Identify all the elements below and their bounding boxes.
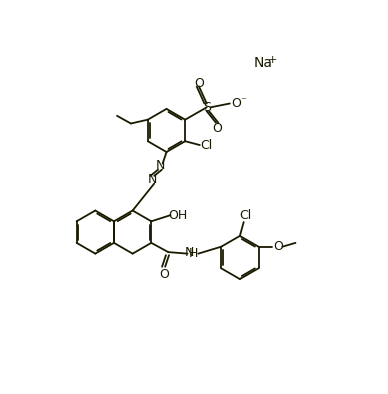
Text: Na: Na [253, 56, 272, 70]
Text: O: O [231, 97, 241, 110]
Text: S: S [203, 101, 211, 114]
Text: +: + [268, 56, 277, 65]
Text: H: H [189, 247, 198, 260]
Text: N: N [148, 173, 158, 186]
Text: N: N [184, 246, 194, 259]
Text: OH: OH [169, 209, 188, 222]
Text: O: O [159, 268, 169, 281]
Text: Cl: Cl [239, 209, 251, 222]
Text: O: O [212, 123, 222, 136]
Text: ⁻: ⁻ [240, 96, 246, 106]
Text: O: O [194, 77, 204, 90]
Text: Cl: Cl [201, 139, 213, 152]
Text: N: N [156, 159, 165, 172]
Text: O: O [274, 240, 284, 253]
